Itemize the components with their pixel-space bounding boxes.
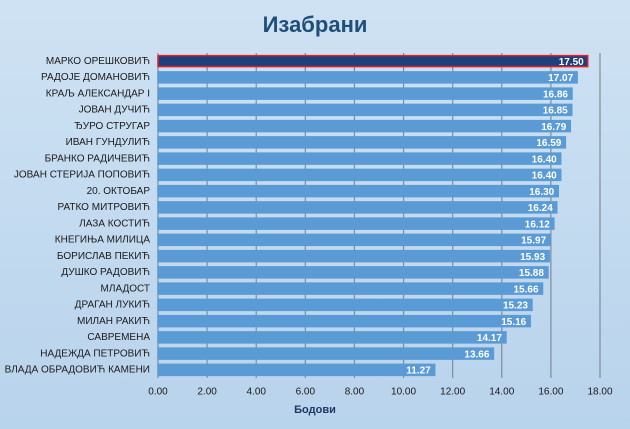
value-label: 16.59 — [536, 138, 561, 149]
x-tick-label: 10.00 — [391, 387, 416, 398]
value-label: 15.93 — [520, 252, 545, 263]
y-tick-label: ДРАГАН ЛУКИЋ — [75, 300, 150, 311]
value-label: 14.17 — [477, 333, 502, 344]
bar — [157, 152, 562, 165]
bar — [157, 298, 533, 312]
bar — [157, 282, 544, 295]
y-tick-label: БРАНКО РАДИЧЕВИЋ — [45, 153, 150, 164]
value-label: 16.40 — [532, 171, 557, 182]
x-axis-label: Бодови — [294, 404, 336, 416]
value-label: 16.79 — [541, 122, 566, 133]
y-tick-label: БОРИСЛАВ ПЕКИЋ — [57, 251, 150, 262]
bar — [157, 119, 572, 133]
y-tick-label: ИВАН ГУНДУЛИЋ — [66, 137, 150, 148]
bar — [157, 363, 436, 377]
y-tick-label: ЈОВАН СТЕРИЈА ПОПОВИЋ — [14, 170, 150, 181]
y-tick-label: ЛАЗА КОСТИЋ — [79, 218, 150, 229]
y-tick-label: КРАЉ АЛЕКСАНДАР I — [46, 88, 150, 99]
x-tick-label: 12.00 — [440, 387, 465, 398]
y-tick-label: МИЛАН РАКИЋ — [77, 316, 150, 327]
bar — [157, 266, 549, 279]
y-tick-label: ДУШКО РАДОВИЋ — [61, 267, 150, 278]
bar — [157, 54, 589, 68]
bar — [157, 136, 567, 149]
y-tick-label: МАРКО ОРЕШКОВИЋ — [46, 56, 150, 67]
y-tick-label: РАДОЈЕ ДОМАНОВИЋ — [41, 72, 150, 83]
bar — [157, 71, 578, 84]
y-tick-label: ВЛАДА ОБРАДОВИЋ КАМЕНИ — [5, 365, 150, 376]
value-label: 16.24 — [528, 203, 553, 214]
value-label: 16.40 — [532, 154, 557, 165]
bar — [157, 347, 495, 360]
value-label: 16.12 — [525, 219, 550, 230]
x-tick-label: 18.00 — [587, 387, 612, 398]
x-tick-label: 6.00 — [296, 387, 316, 398]
chart-title: Изабрани — [263, 12, 368, 37]
bar — [157, 249, 550, 263]
value-label: 15.97 — [521, 236, 546, 247]
value-label: 15.88 — [519, 268, 544, 279]
value-label: 16.86 — [543, 89, 568, 100]
value-label: 17.50 — [559, 57, 584, 68]
bar — [157, 331, 507, 344]
value-label: 17.07 — [548, 73, 573, 84]
x-tick-label: 2.00 — [197, 387, 217, 398]
bar — [157, 87, 573, 100]
y-tick-label: ЈОВАН ДУЧИЋ — [79, 105, 150, 116]
value-label: 16.30 — [529, 187, 554, 198]
bar — [157, 168, 562, 182]
x-tick-label: 0.00 — [148, 387, 168, 398]
bar — [157, 201, 558, 214]
x-tick-label: 8.00 — [345, 387, 365, 398]
bar — [157, 314, 532, 328]
bar — [157, 184, 560, 198]
y-tick-label: 20. ОКТОБАР — [87, 186, 151, 197]
value-label: 15.66 — [514, 284, 539, 295]
x-tick-label: 4.00 — [246, 387, 266, 398]
value-label: 16.85 — [543, 106, 568, 117]
bar — [157, 103, 573, 117]
value-label: 13.66 — [464, 349, 489, 360]
y-tick-label: КНЕГИЊА МИЛИЦА — [55, 235, 151, 246]
value-label: 11.27 — [406, 366, 431, 377]
x-tick-label: 16.00 — [538, 387, 563, 398]
y-tick-label: РАТКО МИТРОВИЋ — [57, 202, 150, 213]
bar — [157, 217, 555, 230]
x-tick-label: 14.00 — [489, 387, 514, 398]
y-tick-label: МЛАДОСТ — [101, 283, 150, 294]
y-tick-label: САВРЕМЕНА — [87, 332, 150, 343]
y-tick-label: НАДЕЖДА ПЕТРОВИЋ — [40, 348, 150, 359]
y-tick-label: ЂУРО СТРУГАР — [74, 121, 150, 132]
value-label: 15.16 — [501, 317, 526, 328]
value-label: 15.23 — [503, 301, 528, 312]
bar — [157, 233, 551, 247]
